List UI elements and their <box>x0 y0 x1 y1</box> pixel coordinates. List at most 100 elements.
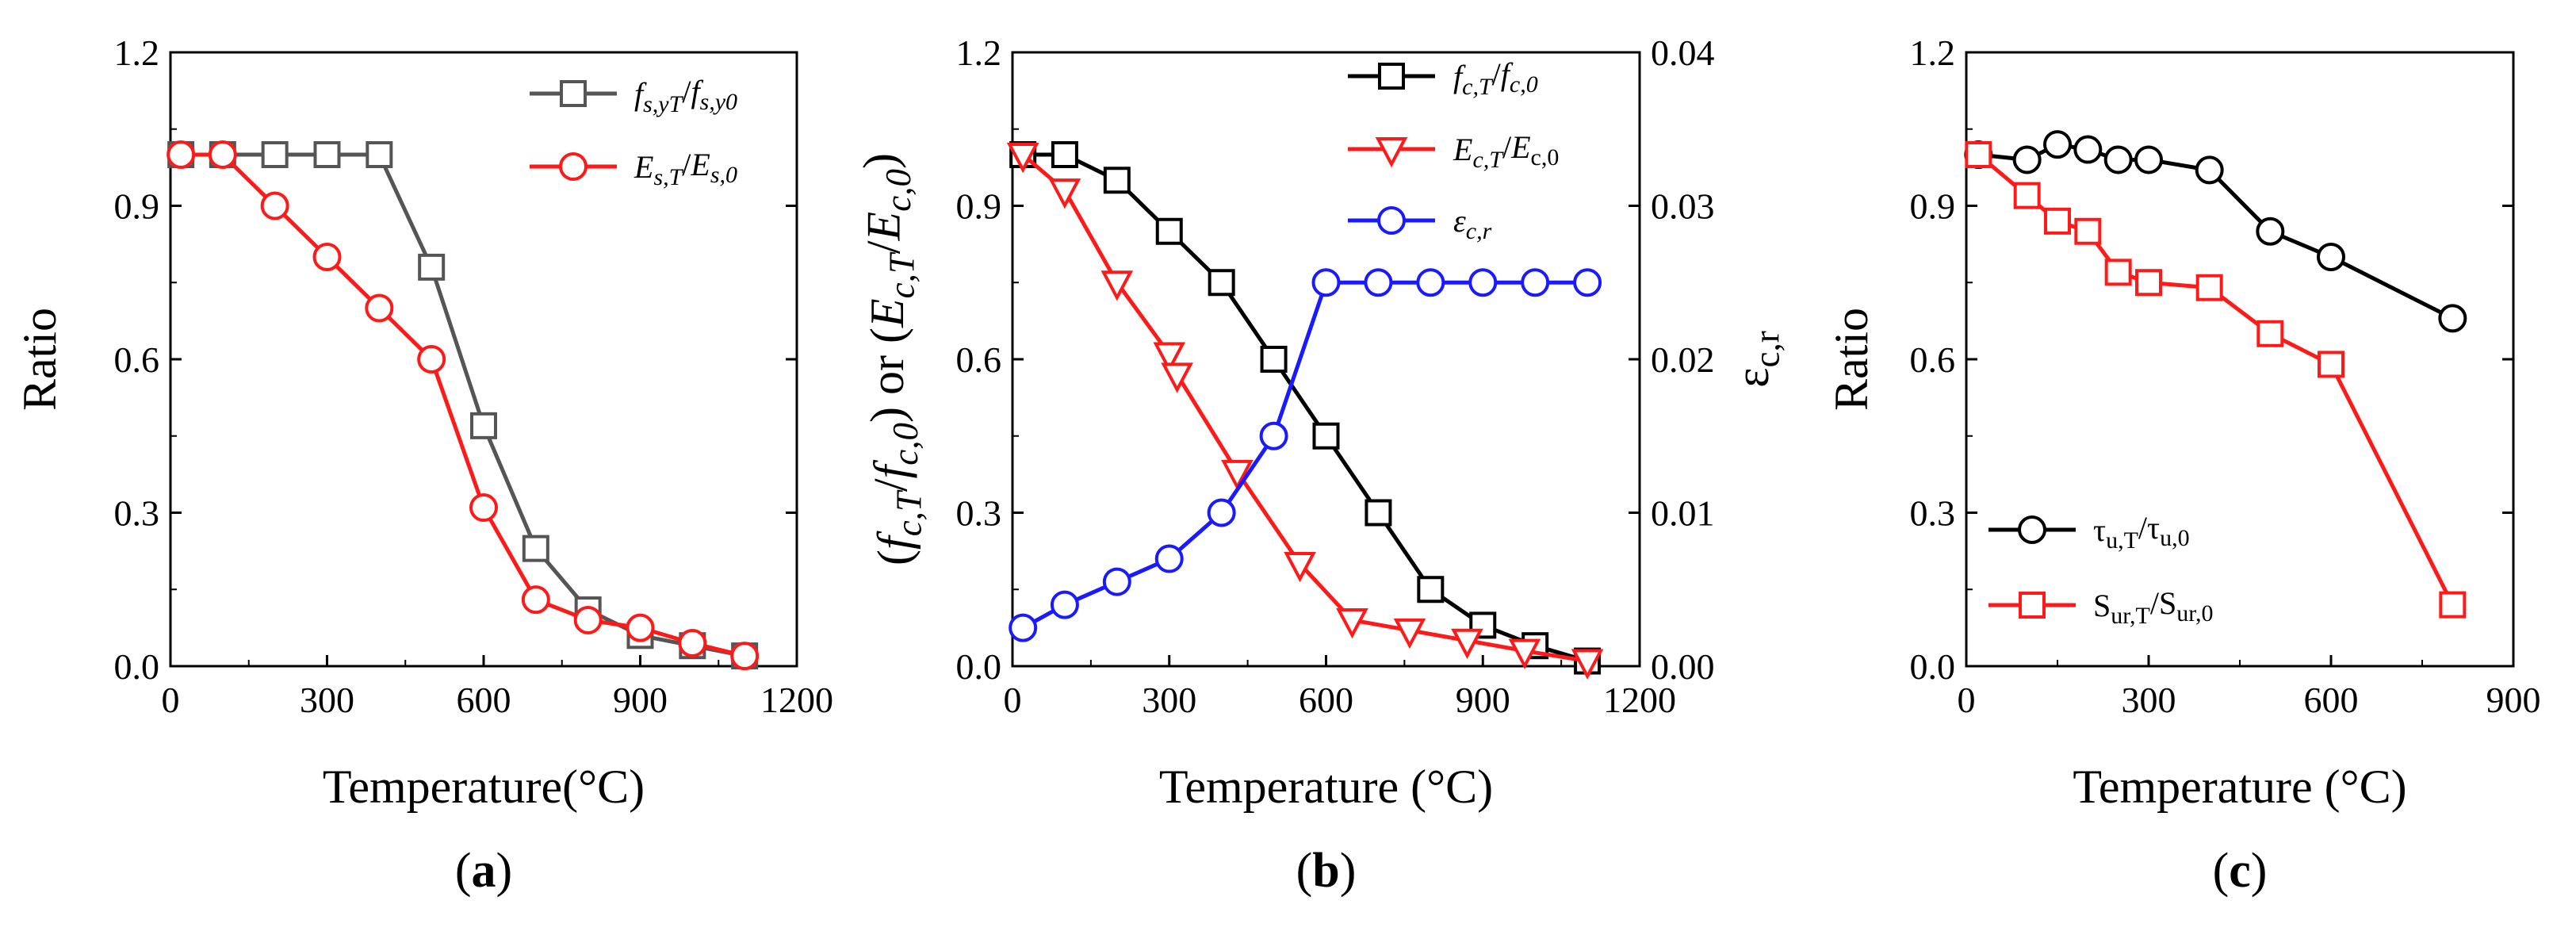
data-point <box>1100 270 1134 301</box>
data-point <box>366 141 393 168</box>
y-tick-label: 0.6 <box>1910 339 1956 380</box>
y-axis-title-part: E <box>858 212 910 242</box>
x-tick-label: 0 <box>1004 680 1022 720</box>
y-tick-label: 0.9 <box>114 186 160 227</box>
legend-label-part: ε <box>1453 203 1466 239</box>
data-point <box>1221 459 1254 491</box>
y-axis-title: Ratio <box>13 308 66 411</box>
y2-axis-title-part: ε <box>1726 368 1778 388</box>
legend-label: fs,yT/fs,y0 <box>634 74 737 117</box>
data-point <box>1965 141 1992 168</box>
x-tick-label: 900 <box>1456 680 1510 720</box>
x-tick-label: 600 <box>457 680 511 720</box>
y-axis-title-part: / <box>865 478 917 492</box>
legend-marker <box>1375 137 1408 168</box>
y-tick-label: 1.2 <box>1910 33 1956 73</box>
x-tick-label: 300 <box>300 680 354 720</box>
x-tick-label: 0 <box>162 680 180 720</box>
data-point <box>2195 155 2224 185</box>
panel-b: 0 300 600 900 1200 0.0 0.3 0.6 0.9 1.2 0.00 0.01 0.0… <box>854 33 1787 898</box>
data-point <box>1508 638 1541 669</box>
panel-label-paren: ( <box>2213 844 2230 898</box>
data-point <box>1050 590 1079 619</box>
legend-label-part: E <box>1510 129 1530 165</box>
data-point <box>2438 304 2467 333</box>
legend-label-part: ur,T <box>2111 603 2150 629</box>
panel-label: (c) <box>2213 844 2268 898</box>
series-line <box>1978 142 2454 320</box>
data-point <box>1153 342 1186 373</box>
data-point <box>2073 135 2103 164</box>
data-point <box>1417 576 1445 604</box>
data-point <box>1451 628 1483 660</box>
legend-label-part: c,0 <box>1510 71 1538 98</box>
data-point <box>1571 649 1604 680</box>
y-tick-label: 0.3 <box>956 493 1002 534</box>
y-tick-label: 0.0 <box>114 646 160 687</box>
panel-label-paren: ) <box>496 844 513 898</box>
data-point <box>1207 498 1236 527</box>
y-axis-title-part: c,T <box>890 489 929 536</box>
panel-label: (a) <box>455 844 512 898</box>
data-point <box>1259 421 1288 450</box>
x-tick-label: 1200 <box>760 680 833 720</box>
panel-a: 0 300 600 900 1200 0.0 0.3 0.6 0.9 1.2 Temperature… <box>13 33 833 898</box>
x-tick-label: 600 <box>2304 680 2359 720</box>
legend-label-part: u,0 <box>2160 525 2190 551</box>
data-point <box>365 293 394 323</box>
legend-label-part: c,T <box>1472 147 1504 173</box>
data-point <box>1051 141 1078 168</box>
data-point <box>678 628 707 657</box>
data-point <box>470 412 497 439</box>
y2-tick-label: 0.01 <box>1651 493 1715 534</box>
legend-label-part: u,T <box>2106 527 2138 554</box>
panel-label-letter: b <box>1312 844 1339 898</box>
data-point <box>312 243 342 271</box>
legend-label-part: τ <box>2093 512 2106 548</box>
data-point <box>1102 567 1131 596</box>
series-line <box>181 152 745 658</box>
x-axis-title: Temperature(°C) <box>323 761 645 813</box>
legend-label-part: / <box>682 147 691 182</box>
series-line <box>1021 153 1588 664</box>
y-tick-label: 0.3 <box>114 493 160 534</box>
y-axis-title: Ratio <box>1825 308 1877 411</box>
legend-label: τu,T/τu,0 <box>2093 510 2190 554</box>
y-tick-label: 1.2 <box>956 33 1002 73</box>
data-point <box>1161 362 1193 393</box>
legend-label-part: c,0 <box>1531 144 1560 171</box>
data-point <box>2012 145 2042 174</box>
y-tick-label: 0.9 <box>1910 186 1956 227</box>
legend-label-part: s,T <box>653 164 683 190</box>
panel-label: (b) <box>1296 844 1357 898</box>
legend-label: Ec,T/Ec,0 <box>1453 129 1559 173</box>
legend-label-part: / <box>682 74 691 109</box>
y2-tick-label: 0.00 <box>1651 646 1715 687</box>
legend-label-part: E <box>633 149 653 185</box>
data-point <box>1154 544 1184 573</box>
data-point <box>2256 320 2284 347</box>
legend-marker <box>2018 515 2046 544</box>
data-point <box>2195 274 2223 301</box>
series-line <box>181 152 745 658</box>
panel-label-letter: a <box>472 844 496 898</box>
legend-marker <box>1378 63 1405 90</box>
data-point <box>417 345 446 374</box>
y-axis-title-part: ) or ( <box>861 328 913 423</box>
panel-c: 0 300 600 900 0.0 0.3 0.6 0.9 1.2 Temperature (°C… <box>1825 33 2541 898</box>
data-point <box>261 141 289 168</box>
data-point <box>1284 552 1316 583</box>
legend-label-part: s,0 <box>710 162 737 188</box>
legend-label: εc,r <box>1453 203 1492 244</box>
data-point <box>1521 268 1550 297</box>
y-tick-label: 0.6 <box>956 339 1002 380</box>
x-tick-label: 900 <box>613 680 668 720</box>
data-point <box>2256 217 2285 246</box>
x-axis-title: Temperature (°C) <box>2073 761 2406 813</box>
data-point <box>1155 217 1183 245</box>
panel-label-paren: ) <box>1340 844 1357 898</box>
x-tick-label: 0 <box>1958 680 1976 720</box>
y2-axis-title: εc,r <box>1726 331 1787 387</box>
data-point <box>2044 207 2071 235</box>
panel-label-paren: ) <box>2251 844 2268 898</box>
